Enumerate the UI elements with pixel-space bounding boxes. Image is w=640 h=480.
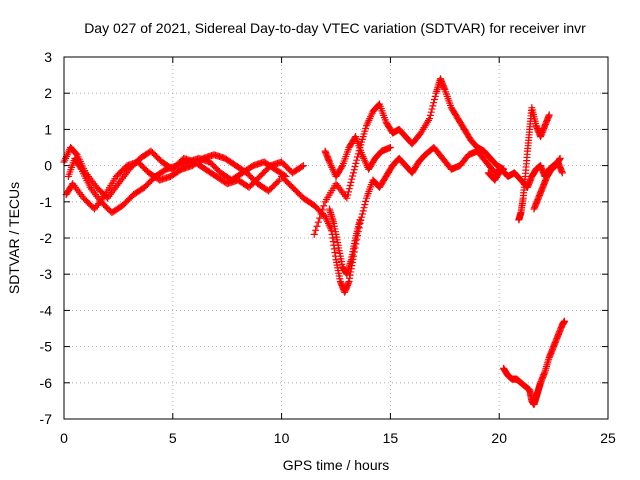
x-axis-label: GPS time / hours — [283, 457, 390, 473]
data-point — [426, 115, 434, 123]
x-tick-label: 15 — [383, 430, 399, 446]
data-point — [310, 230, 318, 238]
data-point — [351, 163, 359, 171]
y-tick-label: 1 — [44, 121, 52, 137]
y-tick-label: -6 — [40, 375, 53, 391]
data-points — [60, 75, 568, 409]
data-point — [426, 111, 434, 119]
data-point — [346, 182, 354, 190]
data-point — [558, 169, 566, 177]
data-point — [430, 96, 438, 104]
data-point — [350, 166, 358, 174]
data-point — [274, 177, 282, 185]
data-point — [343, 194, 351, 202]
data-point — [375, 101, 383, 109]
data-point — [348, 175, 356, 183]
x-tick-label: 20 — [491, 430, 507, 446]
y-tick-label: 0 — [44, 158, 52, 174]
x-tick-label: 10 — [274, 430, 290, 446]
series-track-8 — [484, 158, 566, 191]
y-tick-label: -3 — [40, 266, 53, 282]
data-point — [275, 176, 283, 184]
data-point — [77, 164, 85, 172]
data-point — [313, 222, 321, 230]
data-point — [345, 188, 353, 196]
data-point — [349, 172, 357, 180]
data-point — [314, 218, 322, 226]
data-point — [427, 108, 435, 116]
data-point — [428, 105, 436, 113]
data-point — [345, 185, 353, 193]
data-point — [347, 178, 355, 186]
y-tick-label: 3 — [44, 49, 52, 65]
x-tick-label: 5 — [169, 430, 177, 446]
data-point — [349, 169, 357, 177]
data-point — [318, 206, 326, 214]
data-point — [356, 216, 364, 224]
y-tick-label: -2 — [40, 230, 53, 246]
y-tick-label: 2 — [44, 85, 52, 101]
data-point — [556, 154, 564, 162]
y-tick-label: -4 — [40, 302, 53, 318]
y-tick-label: -5 — [40, 339, 53, 355]
series-track-5 — [310, 75, 508, 238]
data-point — [360, 204, 368, 212]
data-point — [299, 162, 307, 170]
data-point — [429, 102, 437, 110]
data-point — [430, 99, 438, 107]
y-tick-label: -7 — [40, 411, 53, 427]
series-track-9 — [515, 104, 553, 224]
data-point — [312, 226, 320, 234]
data-point — [560, 317, 568, 325]
data-point — [344, 191, 352, 199]
data-point — [358, 210, 366, 218]
series-track-6 — [325, 205, 364, 278]
data-point — [362, 197, 370, 205]
data-point — [353, 156, 361, 164]
data-point — [386, 144, 394, 151]
data-point — [320, 202, 328, 210]
plot-frame — [63, 56, 609, 420]
y-axis-label: SDTVAR / TECUs — [6, 182, 22, 294]
series-track-10 — [530, 154, 564, 213]
series-track-4 — [278, 144, 508, 296]
y-tick-label: -1 — [40, 194, 53, 210]
data-point — [316, 214, 324, 222]
data-point — [352, 159, 360, 167]
data-point — [359, 207, 367, 215]
data-point — [317, 210, 325, 218]
data-point — [298, 163, 306, 171]
data-point — [431, 92, 439, 100]
data-point — [545, 111, 553, 119]
series-track-7 — [321, 133, 394, 180]
data-point — [354, 150, 362, 158]
x-tick-label: 0 — [60, 430, 68, 446]
series-track-11 — [500, 317, 568, 409]
x-tick-label: 25 — [600, 430, 616, 446]
data-point — [361, 201, 369, 209]
series-track-3 — [62, 151, 283, 213]
chart-title: Day 027 of 2021, Sidereal Day-to-day VTE… — [84, 20, 586, 36]
tick-labels: 0 5 10 15 20 25 -7 -6 -5 -4 -3 -2 -1 0 1 2 3 — [40, 49, 616, 446]
data-point — [338, 163, 346, 171]
